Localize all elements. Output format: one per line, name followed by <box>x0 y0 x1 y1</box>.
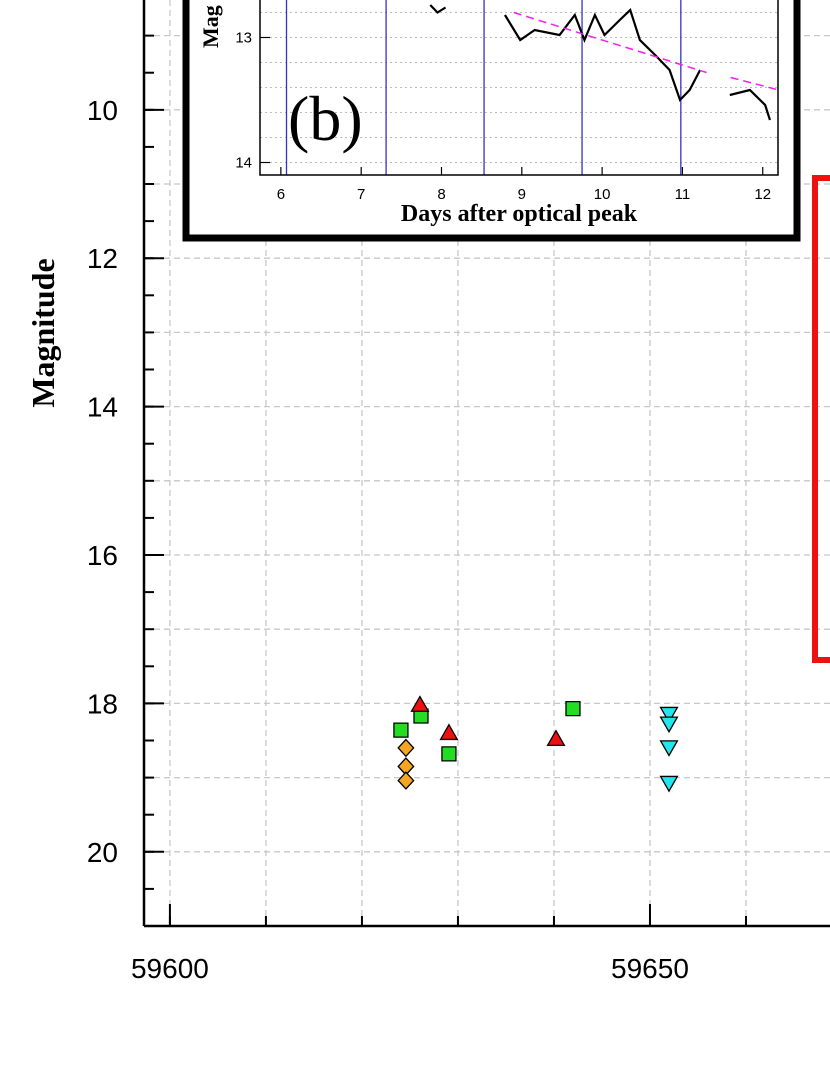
y-tick-label: 18 <box>87 688 118 719</box>
data-line <box>513 11 779 91</box>
y-axis-label: Magnitude <box>25 258 61 407</box>
x-tick-label: 11 <box>675 186 691 203</box>
x-axis-label: Days after optical peak <box>401 201 638 227</box>
data-point <box>439 723 459 741</box>
y-tick-label: 10 <box>87 95 118 126</box>
data-point <box>546 729 566 747</box>
data-line <box>429 4 772 121</box>
panel-label: (b) <box>288 83 363 154</box>
data-point <box>659 740 679 757</box>
y-tick-label: 12 <box>87 243 118 274</box>
y-tick-label: 16 <box>87 540 118 571</box>
y-tick-label: 13 <box>235 30 252 47</box>
data-point <box>441 746 457 762</box>
data-point <box>565 700 581 717</box>
data-point <box>397 738 415 758</box>
data-point <box>659 775 679 793</box>
y-axis-label: Mag <box>198 5 223 48</box>
highlight-box <box>812 175 830 663</box>
x-tick-label: 10 <box>594 186 611 203</box>
y-tick-label: 14 <box>235 155 252 172</box>
inset-plot-frame <box>259 0 779 176</box>
data-point <box>397 771 415 790</box>
x-tick-label: 8 <box>437 186 445 203</box>
data-point <box>393 722 409 738</box>
x-tick-label: 12 <box>754 186 771 203</box>
x-tick-label: 59600 <box>131 953 209 984</box>
inset-plot: 6 7 8 9 10 11 12 13 14 Days after optical peak Mag… <box>182 0 801 242</box>
x-tick-label: 6 <box>277 186 285 203</box>
data-point <box>659 706 679 724</box>
y-tick-label: 14 <box>87 392 118 423</box>
x-tick-label: 59650 <box>611 953 689 984</box>
data-point <box>659 716 679 734</box>
data-point <box>410 695 430 712</box>
x-tick-label: 7 <box>357 186 365 203</box>
x-tick-label: 9 <box>518 186 526 203</box>
y-tick-label: 20 <box>87 837 118 868</box>
inset-frame <box>182 0 801 242</box>
